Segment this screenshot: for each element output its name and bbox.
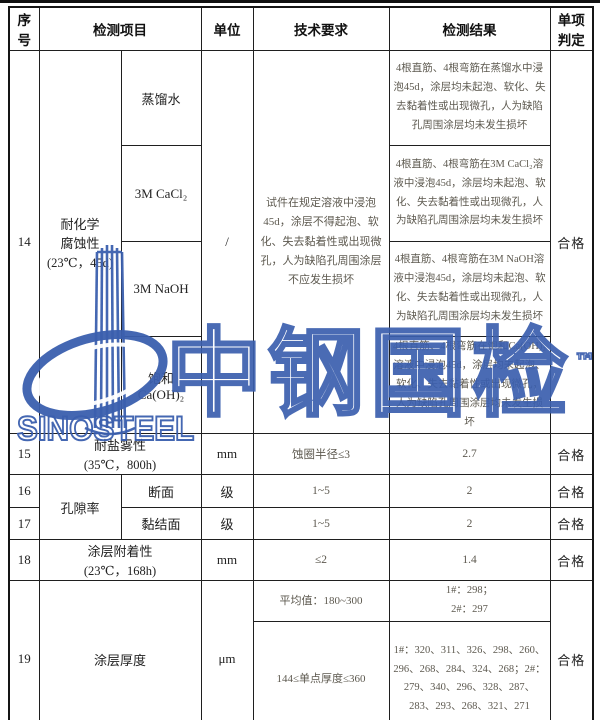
row14-item-name: 耐化学 腐蚀性 xyxy=(60,216,100,251)
header-no: 序号 xyxy=(8,6,40,51)
row16-no: 16 xyxy=(8,474,40,509)
row-19-average: 19 涂层厚度 μm 平均值：180~300 1#：298； 2#：297 合格 xyxy=(8,580,594,720)
row15-requirement: 蚀圈半径≤3 xyxy=(252,433,390,476)
header-judgment: 单项判定 xyxy=(549,6,594,51)
row14-sub-label-naoh: 3M NaOH xyxy=(120,241,202,337)
row14-sub-label-cacl2: 3M CaCl₂ xyxy=(120,145,202,242)
row16-result: 2 xyxy=(388,474,551,509)
row18-item-condition: (23℃，168h) xyxy=(83,564,157,579)
row-16: 16 孔隙率 断面 级 1~5 2 合格 xyxy=(8,474,594,541)
row-14-distilled-water: 14 耐化学 腐蚀性 (23℃，45d) 蒸馏水 / 试件在规定溶液中浸泡45d… xyxy=(8,49,594,435)
row16-requirement: 1~5 xyxy=(252,474,390,509)
row14-sub-label-distilled-water: 蒸馏水 xyxy=(120,50,202,146)
header-item: 检测项目 xyxy=(38,6,202,51)
row18-item: 涂层附着性 (23℃，168h) xyxy=(38,539,202,582)
row14-unit: / xyxy=(200,49,254,435)
row17-requirement: 1~5 xyxy=(252,507,390,541)
row-18: 18 涂层附着性 (23℃，168h) mm ≤2 1.4 合格 xyxy=(8,539,594,582)
row17-sub-label: 黏结面 xyxy=(120,507,202,541)
row14-no: 14 xyxy=(8,49,40,435)
header-result: 检测结果 xyxy=(388,6,551,51)
row19-item: 涂层厚度 xyxy=(38,580,202,720)
row14-result-naoh: 4根直筋、4根弯筋在3M NaOH溶液中浸泡45d，涂层均未起泡、软化、失去黏着… xyxy=(388,241,551,337)
row18-requirement: ≤2 xyxy=(252,539,390,582)
row17-no: 17 xyxy=(8,507,40,541)
row19-judgment: 合格 xyxy=(549,580,594,720)
row-19-single-point: 144≤单点厚度≤360 1#：320、311、326、298、260、296、… xyxy=(9,621,593,720)
row18-result: 1.4 xyxy=(388,539,551,582)
row15-item: 耐盐雾性 (35℃，800h) xyxy=(38,433,202,476)
row14-result-distilled-water: 4根直筋、4根弯筋在蒸馏水中浸泡45d，涂层均未起泡、软化、失去黏着性或出现微孔… xyxy=(388,50,551,146)
row18-judgment: 合格 xyxy=(549,539,594,582)
row18-item-name: 涂层附着性 xyxy=(87,544,153,560)
row18-unit: mm xyxy=(200,539,254,582)
row15-result: 2.7 xyxy=(388,433,551,476)
row19-no: 19 xyxy=(8,580,40,720)
row17-judgment: 合格 xyxy=(549,507,594,541)
row-17: 17 黏结面 级 1~5 2 合格 xyxy=(8,507,594,541)
row19-requirement-single-point: 144≤单点厚度≤360 xyxy=(252,621,390,720)
top-rule xyxy=(0,0,600,3)
row14-sub-label-caoh2: 饱和 Ca(OH)₂ xyxy=(120,335,202,435)
row15-item-condition: (35℃，800h) xyxy=(83,458,157,473)
row-15: 15 耐盐雾性 (35℃，800h) mm 蚀圈半径≤3 2.7 合格 xyxy=(8,433,594,476)
row14-judgment: 合格 xyxy=(549,49,594,435)
row17-result: 2 xyxy=(388,507,551,541)
row15-no: 15 xyxy=(8,433,40,476)
row15-judgment: 合格 xyxy=(549,433,594,476)
row15-unit: mm xyxy=(200,433,254,476)
row17-unit: 级 xyxy=(200,507,254,541)
header-unit: 单位 xyxy=(200,6,254,51)
header-requirement: 技术要求 xyxy=(252,6,390,51)
row19-result-single-point: 1#：320、311、326、298、260、296、268、284、324、2… xyxy=(388,621,551,720)
row19-result-average: 1#：298； 2#：297 xyxy=(388,580,551,623)
row14-result-caoh2: 4根直筋、4根弯筋在饱和Ca(OH)₂溶液中浸泡45d，涂层均未起泡、软化、失去… xyxy=(388,335,551,435)
porosity-group-label: 孔隙率 xyxy=(38,474,122,541)
row18-no: 18 xyxy=(8,539,40,582)
row14-requirement: 试件在规定溶液中浸泡45d，涂层不得起泡、软化、失去黏着性或出现微孔，人为缺陷孔… xyxy=(252,49,390,435)
row14-result-cacl2: 4根直筋、4根弯筋在3M CaCl₂溶液中浸泡45d，涂层均未起泡、软化、失去黏… xyxy=(388,145,551,242)
row16-unit: 级 xyxy=(200,474,254,509)
header-row: 序号 检测项目 单位 技术要求 检测结果 单项判定 xyxy=(8,6,594,51)
row16-sub-label: 断面 xyxy=(120,474,202,509)
row14-item: 耐化学 腐蚀性 (23℃，45d) xyxy=(38,49,122,435)
row14-item-condition: (23℃，45d) xyxy=(46,255,114,270)
row15-item-name: 耐盐雾性 xyxy=(93,438,146,454)
row16-judgment: 合格 xyxy=(549,474,594,509)
row19-requirement-average: 平均值：180~300 xyxy=(252,580,390,623)
test-report-table: 序号 检测项目 单位 技术要求 检测结果 单项判定 14 耐化学 腐蚀性 (23… xyxy=(8,6,594,720)
row19-unit: μm xyxy=(200,580,254,720)
row-14-cacl2: 3M CaCl₂ 4根直筋、4根弯筋在3M CaCl₂溶液中浸泡45d，涂层均未… xyxy=(9,145,593,242)
